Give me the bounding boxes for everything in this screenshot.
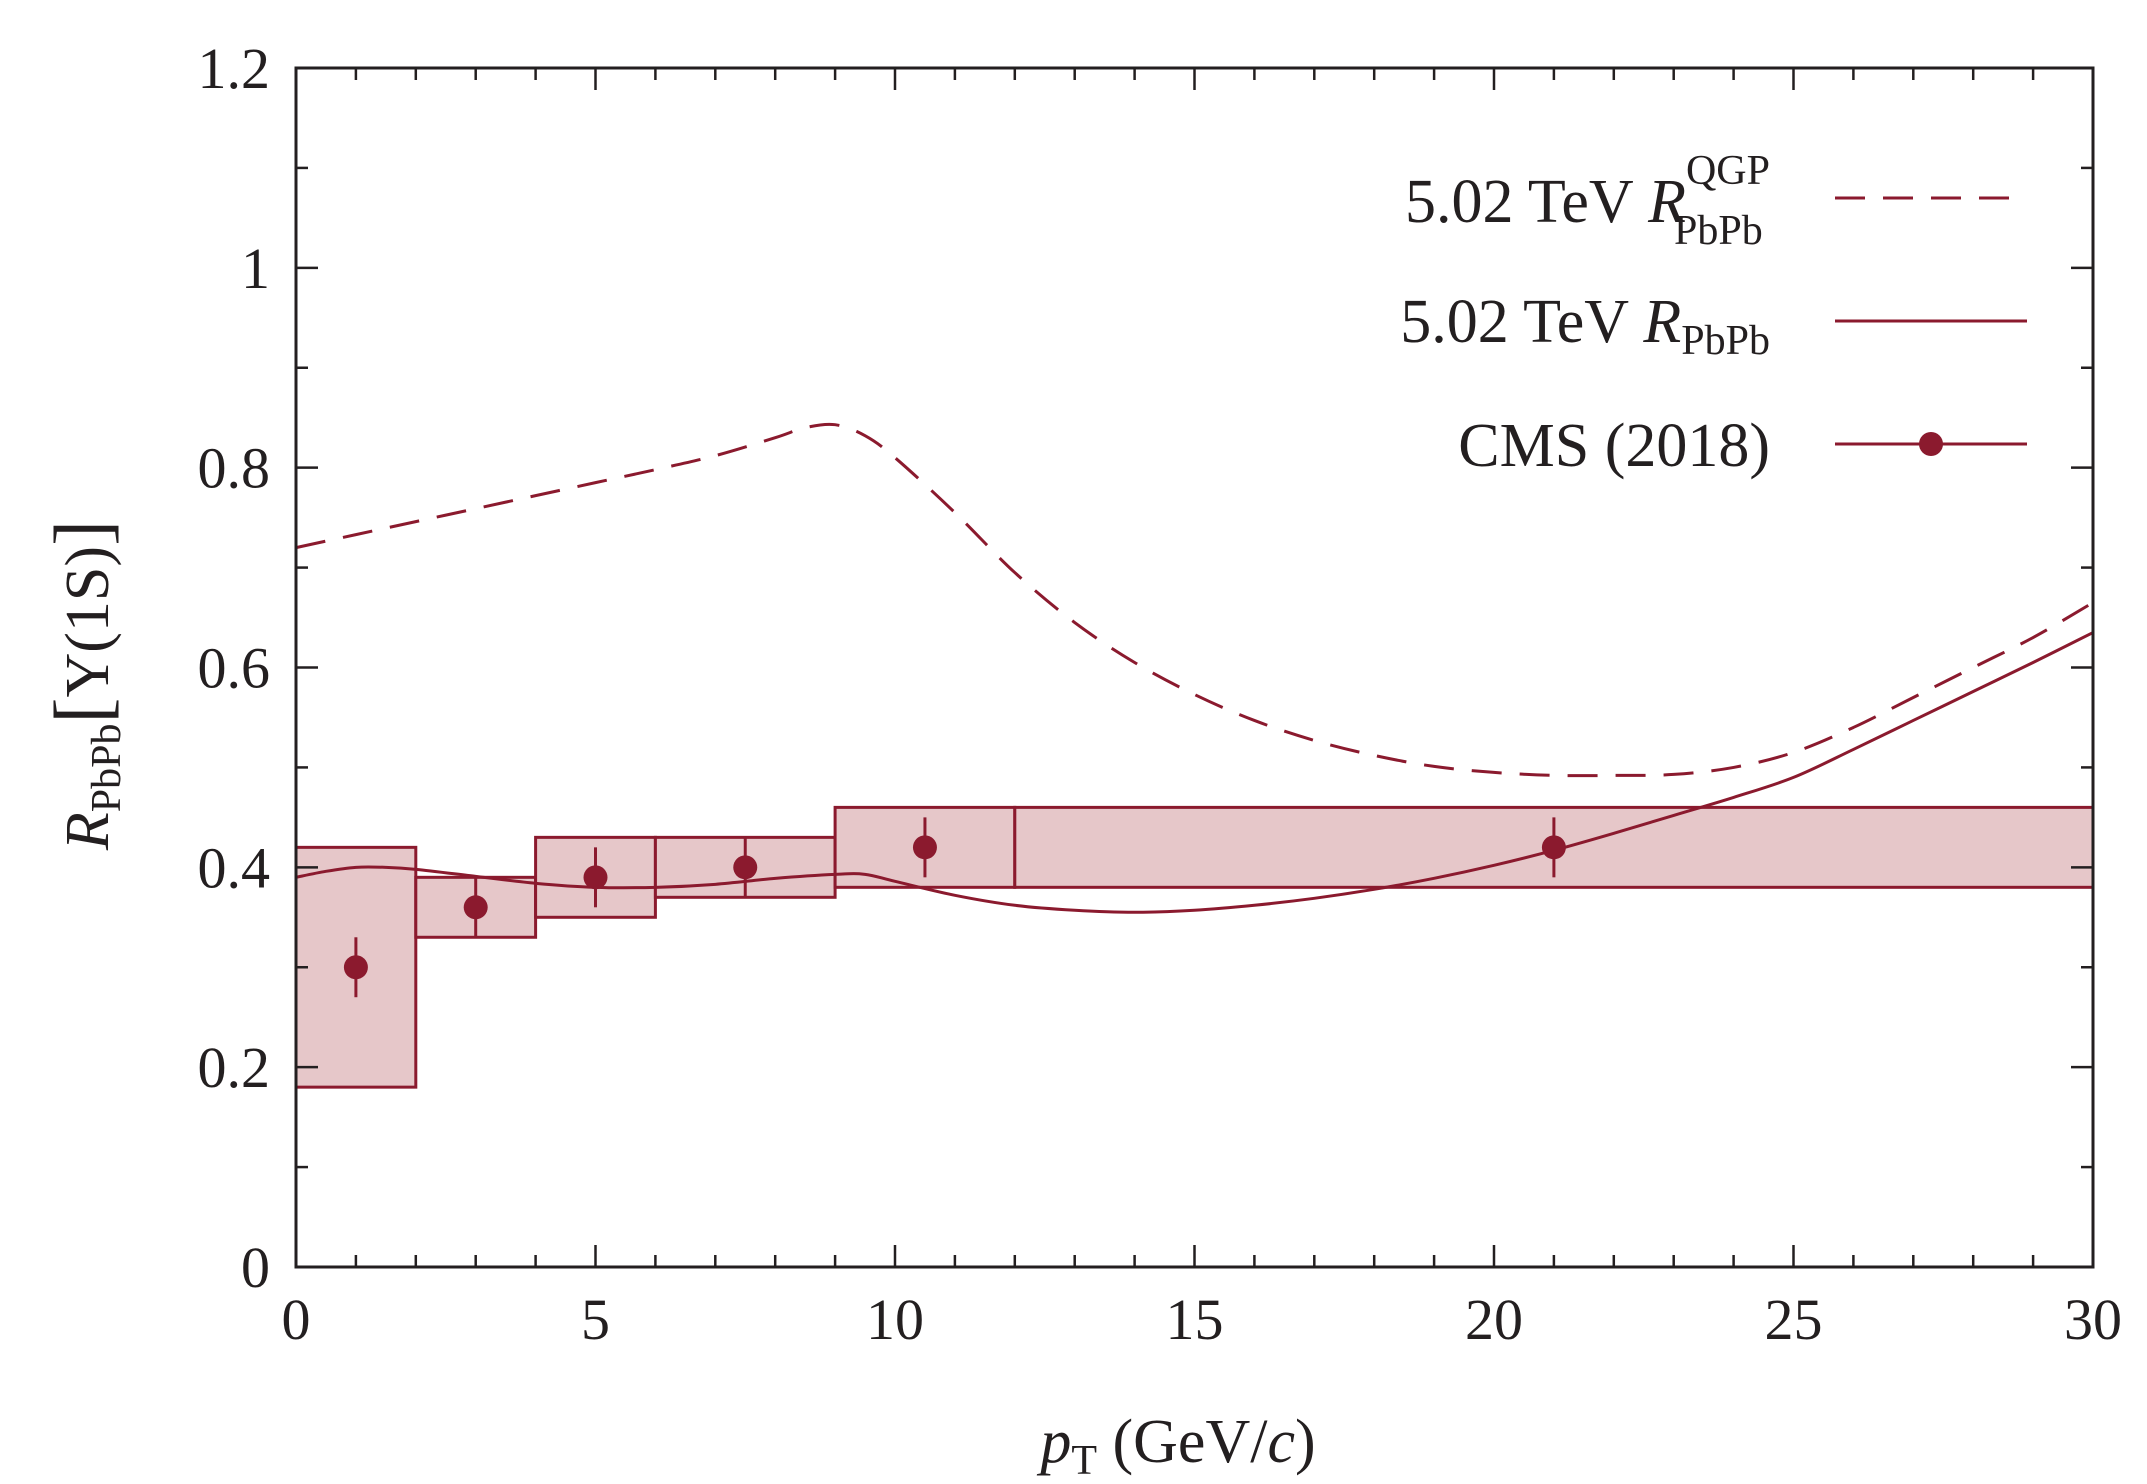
cms-point-2 bbox=[583, 865, 608, 890]
full-curve-solid bbox=[295, 631, 2094, 914]
x-tick-label: 15 bbox=[1166, 1287, 1224, 1352]
y-tick-label: 1.2 bbox=[198, 36, 271, 101]
systematic-boxes bbox=[294, 805, 2095, 1089]
legend-label-cms: CMS (2018) bbox=[1458, 412, 1770, 480]
model-curves bbox=[295, 422, 2094, 914]
x-axis-title: pT (GeV/c) bbox=[1036, 1408, 1315, 1484]
x-tick-label: 25 bbox=[1765, 1287, 1823, 1352]
x-tick-label: 10 bbox=[866, 1287, 924, 1352]
y-tick-label: 0 bbox=[241, 1235, 270, 1300]
cms-point-1 bbox=[463, 895, 488, 920]
x-tick-label: 5 bbox=[581, 1287, 610, 1352]
y-tick-label: 0.4 bbox=[198, 835, 271, 900]
y-tick-label: 0.6 bbox=[198, 636, 271, 701]
x-tick-label: 30 bbox=[2064, 1287, 2122, 1352]
plot-frame bbox=[294, 66, 2095, 1269]
legend-label-qgp: 5.02 TeV RQGP PbPb bbox=[1405, 148, 1770, 254]
cms-point-5 bbox=[1541, 835, 1566, 860]
qgp-curve-dashed bbox=[295, 422, 2094, 778]
tick-labels: 0 5 10 15 20 25 30 0 0.2 0.4 0.6 0.8 1 1.2 bbox=[198, 36, 2123, 1352]
y-tick-label: 1 bbox=[241, 236, 270, 301]
legend: 5.02 TeV RQGP PbPb 5.02 TeV RPbPb CMS (20… bbox=[1400, 148, 2027, 480]
cms-point-4 bbox=[912, 835, 937, 860]
x-tick-label: 20 bbox=[1465, 1287, 1523, 1352]
axis-ticks bbox=[294, 66, 2095, 1269]
cms-point-0 bbox=[343, 955, 368, 980]
cms-point-3 bbox=[733, 855, 758, 880]
cms-points bbox=[343, 817, 1566, 998]
legend-marker bbox=[1919, 432, 1943, 456]
y-tick-label: 0.2 bbox=[198, 1035, 271, 1100]
legend-label-full: 5.02 TeV RPbPb bbox=[1400, 288, 1770, 364]
y-axis-title: RPbPb[Υ(1S)] bbox=[38, 520, 130, 851]
x-tick-label: 0 bbox=[282, 1287, 311, 1352]
y-tick-label: 0.8 bbox=[198, 436, 271, 501]
